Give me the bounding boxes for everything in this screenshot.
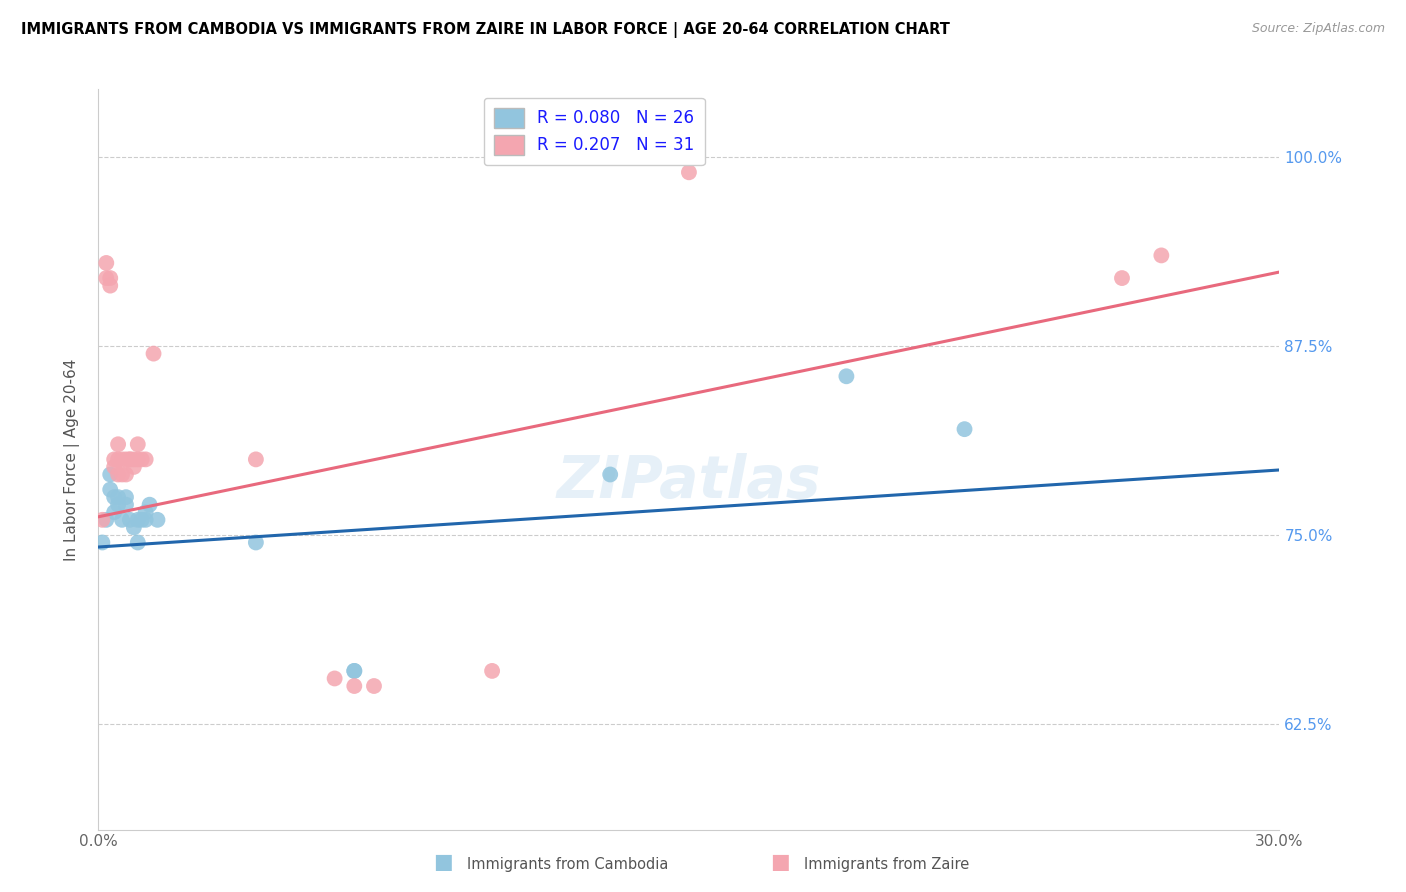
Text: ZIPatlas: ZIPatlas [557,453,821,510]
Point [96,513,118,527]
Point [138,498,160,512]
Text: ■: ■ [770,853,790,872]
Point [142,346,165,360]
Point [127,535,149,549]
Point [115,452,138,467]
Point [111,467,134,482]
Point [245,452,267,467]
Text: Immigrants from Zaire: Immigrants from Zaire [804,857,970,872]
Point [103,505,125,519]
Legend: R = 0.080   N = 26, R = 0.207   N = 31: R = 0.080 N = 26, R = 0.207 N = 31 [484,97,704,165]
Text: Source: ZipAtlas.com: Source: ZipAtlas.com [1251,22,1385,36]
Point [115,467,138,482]
Point [363,679,385,693]
Point [103,490,125,504]
Point [127,452,149,467]
Point [91,513,114,527]
Point [122,459,145,474]
Point [107,452,129,467]
Point [678,165,700,179]
Point [343,664,366,678]
Point [118,513,141,527]
Point [127,437,149,451]
Point [481,664,503,678]
Point [122,520,145,534]
Point [135,505,157,519]
Point [135,452,157,467]
Point [98,483,121,497]
Point [98,467,121,482]
Point [107,437,129,451]
Point [127,513,149,527]
Point [323,672,346,686]
Point [118,452,141,467]
Point [91,535,114,549]
Text: IMMIGRANTS FROM CAMBODIA VS IMMIGRANTS FROM ZAIRE IN LABOR FORCE | AGE 20-64 COR: IMMIGRANTS FROM CAMBODIA VS IMMIGRANTS F… [21,22,950,38]
Point [131,452,153,467]
Point [835,369,858,384]
Point [245,535,267,549]
Y-axis label: In Labor Force | Age 20-64: In Labor Force | Age 20-64 [63,359,80,560]
Point [1150,248,1173,262]
Point [96,256,118,270]
Point [96,271,118,285]
Point [103,459,125,474]
Point [103,452,125,467]
Point [115,498,138,512]
Point [118,452,141,467]
Point [98,278,121,293]
Point [953,422,976,436]
Point [343,664,366,678]
Point [122,452,145,467]
Point [1111,271,1133,285]
Point [111,452,134,467]
Point [107,498,129,512]
Text: Immigrants from Cambodia: Immigrants from Cambodia [467,857,668,872]
Point [107,467,129,482]
Point [135,513,157,527]
Point [599,467,621,482]
Point [146,513,169,527]
Point [111,513,134,527]
Point [131,513,153,527]
Point [343,679,366,693]
Point [98,271,121,285]
Text: ■: ■ [433,853,453,872]
Point [107,490,129,504]
Point [115,490,138,504]
